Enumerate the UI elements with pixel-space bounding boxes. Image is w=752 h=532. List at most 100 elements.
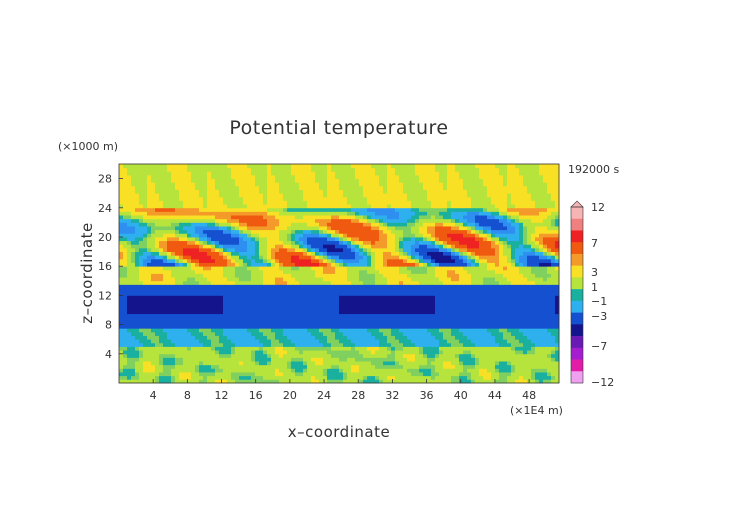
heatmap-cell bbox=[263, 215, 268, 220]
heatmap-cell bbox=[439, 313, 444, 318]
heatmap-cell bbox=[387, 273, 392, 278]
heatmap-cell bbox=[191, 320, 196, 325]
heatmap-cell bbox=[339, 295, 344, 300]
heatmap-cell bbox=[355, 364, 360, 369]
heatmap-cell bbox=[215, 229, 220, 234]
heatmap-cell bbox=[255, 368, 260, 373]
heatmap-cell bbox=[507, 229, 512, 234]
heatmap-cell bbox=[131, 368, 136, 373]
heatmap-cell bbox=[187, 328, 192, 333]
heatmap-cell bbox=[411, 335, 416, 340]
heatmap-cell bbox=[555, 226, 560, 231]
heatmap-cell bbox=[159, 277, 164, 282]
heatmap-cell bbox=[211, 320, 216, 325]
heatmap-cell bbox=[535, 266, 540, 271]
heatmap-cell bbox=[371, 320, 376, 325]
heatmap-cell bbox=[199, 280, 204, 285]
heatmap-cell bbox=[499, 277, 504, 282]
heatmap-cell bbox=[251, 247, 256, 252]
heatmap-cell bbox=[335, 255, 340, 260]
heatmap-cell bbox=[527, 218, 532, 223]
heatmap-cell bbox=[127, 269, 132, 274]
heatmap-cell bbox=[443, 222, 448, 227]
heatmap-cell bbox=[295, 222, 300, 227]
heatmap-cell bbox=[403, 291, 408, 296]
heatmap-cell bbox=[391, 295, 396, 300]
heatmap-cell bbox=[367, 342, 372, 347]
heatmap-cell bbox=[319, 339, 324, 344]
heatmap-cell bbox=[275, 277, 280, 282]
heatmap-cell bbox=[307, 284, 312, 289]
heatmap-cell bbox=[159, 324, 164, 329]
heatmap-cell bbox=[323, 255, 328, 260]
heatmap-cell bbox=[367, 237, 372, 242]
heatmap-cell bbox=[495, 339, 500, 344]
heatmap-cell bbox=[391, 218, 396, 223]
heatmap-cell bbox=[459, 251, 464, 256]
heatmap-cell bbox=[203, 295, 208, 300]
heatmap-cell bbox=[191, 288, 196, 293]
heatmap-cell bbox=[159, 284, 164, 289]
heatmap-cell bbox=[371, 361, 376, 366]
heatmap-cell bbox=[167, 291, 172, 296]
heatmap-cell bbox=[327, 280, 332, 285]
heatmap-cell bbox=[419, 262, 424, 267]
heatmap-cell bbox=[383, 368, 388, 373]
heatmap-cell bbox=[331, 339, 336, 344]
heatmap-cell bbox=[267, 361, 272, 366]
heatmap-cell bbox=[351, 295, 356, 300]
heatmap-cell bbox=[375, 288, 380, 293]
heatmap-cell bbox=[183, 313, 188, 318]
heatmap-cell bbox=[483, 375, 488, 380]
heatmap-cell bbox=[531, 262, 536, 267]
heatmap-cell bbox=[451, 244, 456, 249]
heatmap-cell bbox=[159, 273, 164, 278]
heatmap-cell bbox=[347, 353, 352, 358]
heatmap-cell bbox=[355, 306, 360, 311]
heatmap-cell bbox=[175, 313, 180, 318]
heatmap-cell bbox=[175, 269, 180, 274]
heatmap-cell bbox=[363, 222, 368, 227]
heatmap-cell bbox=[395, 368, 400, 373]
heatmap-cell bbox=[243, 342, 248, 347]
heatmap-cell bbox=[387, 295, 392, 300]
heatmap-cell bbox=[215, 357, 220, 362]
heatmap-cell bbox=[323, 251, 328, 256]
heatmap-cell bbox=[491, 295, 496, 300]
heatmap-cell bbox=[543, 339, 548, 344]
heatmap-cell bbox=[283, 233, 288, 238]
heatmap-cell bbox=[311, 368, 316, 373]
heatmap-cell bbox=[279, 379, 284, 384]
heatmap-cell bbox=[307, 244, 312, 249]
heatmap-cell bbox=[499, 233, 504, 238]
heatmap-cell bbox=[443, 251, 448, 256]
heatmap-cell bbox=[287, 328, 292, 333]
heatmap-cell bbox=[247, 222, 252, 227]
heatmap-cell bbox=[459, 339, 464, 344]
heatmap-cell bbox=[519, 317, 524, 322]
heatmap-cell bbox=[527, 320, 532, 325]
heatmap-cell bbox=[299, 368, 304, 373]
heatmap-cell bbox=[539, 237, 544, 242]
heatmap-cell bbox=[475, 284, 480, 289]
heatmap-cell bbox=[339, 222, 344, 227]
heatmap-cell bbox=[423, 266, 428, 271]
heatmap-cell bbox=[471, 273, 476, 278]
heatmap-cell bbox=[347, 328, 352, 333]
heatmap-cell bbox=[435, 233, 440, 238]
heatmap-cell bbox=[447, 342, 452, 347]
heatmap-cell bbox=[123, 266, 128, 271]
heatmap-cell bbox=[127, 218, 132, 223]
heatmap-cell bbox=[399, 255, 404, 260]
heatmap-cell bbox=[487, 226, 492, 231]
heatmap-cell bbox=[471, 266, 476, 271]
heatmap-cell bbox=[427, 280, 432, 285]
heatmap-cell bbox=[391, 310, 396, 315]
heatmap-cell bbox=[487, 229, 492, 234]
heatmap-cell bbox=[331, 226, 336, 231]
heatmap-cell bbox=[479, 368, 484, 373]
heatmap-cell bbox=[363, 331, 368, 336]
heatmap-cell bbox=[219, 317, 224, 322]
heatmap-cell bbox=[527, 277, 532, 282]
heatmap-cell bbox=[235, 306, 240, 311]
